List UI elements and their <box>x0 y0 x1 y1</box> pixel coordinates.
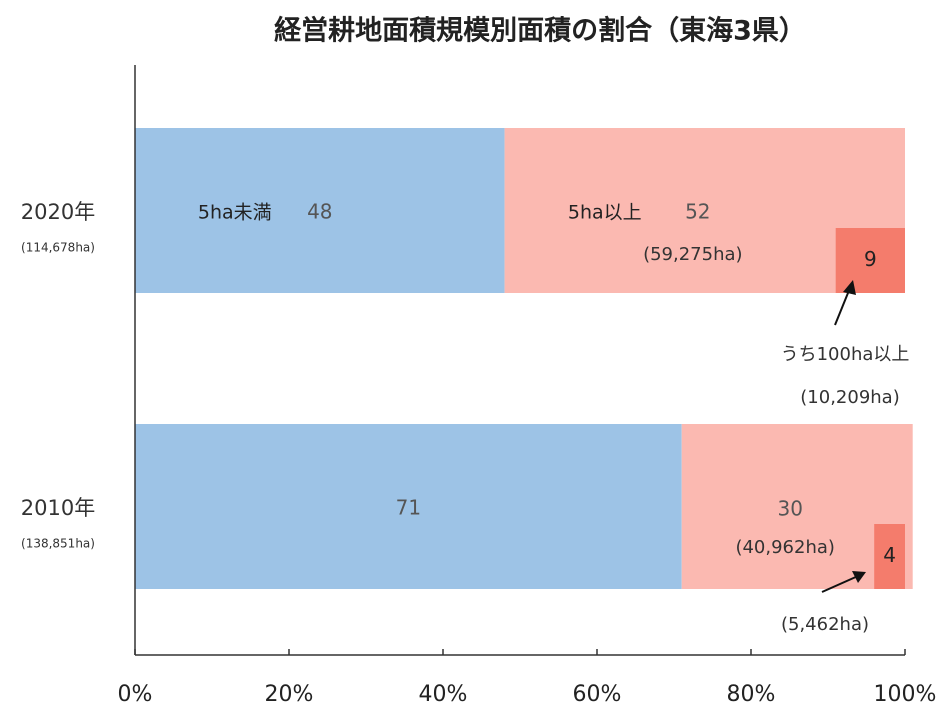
overlay-bar <box>835 228 905 293</box>
area-label: (5,462ha) <box>781 614 869 635</box>
chart-title: 経営耕地面積規模別面積の割合（東海3県） <box>274 15 806 47</box>
arrow-head <box>843 280 856 295</box>
value-label: 48 <box>307 200 332 224</box>
value-label: 52 <box>685 200 710 224</box>
arrow <box>821 575 859 593</box>
area-label: (10,209ha) <box>800 387 899 408</box>
category-label: 2010年 <box>21 496 95 520</box>
area-label: (40,962ha) <box>735 537 834 558</box>
bar-segment <box>135 424 682 589</box>
category-sublabel: (138,851ha) <box>21 537 95 551</box>
area-label: (59,275ha) <box>643 244 742 265</box>
x-tick-label: 0% <box>118 682 153 707</box>
category-label: 2020年 <box>21 200 95 224</box>
bar-segment <box>135 128 505 293</box>
x-tick-label: 80% <box>727 682 776 707</box>
series-name: うち100ha以上 <box>781 344 910 365</box>
value-label: 9 <box>864 247 877 271</box>
value-label: 30 <box>777 497 802 521</box>
value-label: 4 <box>883 543 896 567</box>
arrow-head <box>852 571 866 583</box>
x-tick-label: 100% <box>874 682 937 707</box>
series-name: 5ha以上 <box>568 202 642 224</box>
x-tick-label: 60% <box>573 682 622 707</box>
x-tick-label: 40% <box>419 682 468 707</box>
arrow <box>834 287 851 326</box>
series-name: 5ha未満 <box>198 202 272 224</box>
x-tick-label: 20% <box>265 682 314 707</box>
value-label: 71 <box>396 496 421 520</box>
overlay-bar <box>874 524 905 589</box>
category-sublabel: (114,678ha) <box>21 241 95 255</box>
